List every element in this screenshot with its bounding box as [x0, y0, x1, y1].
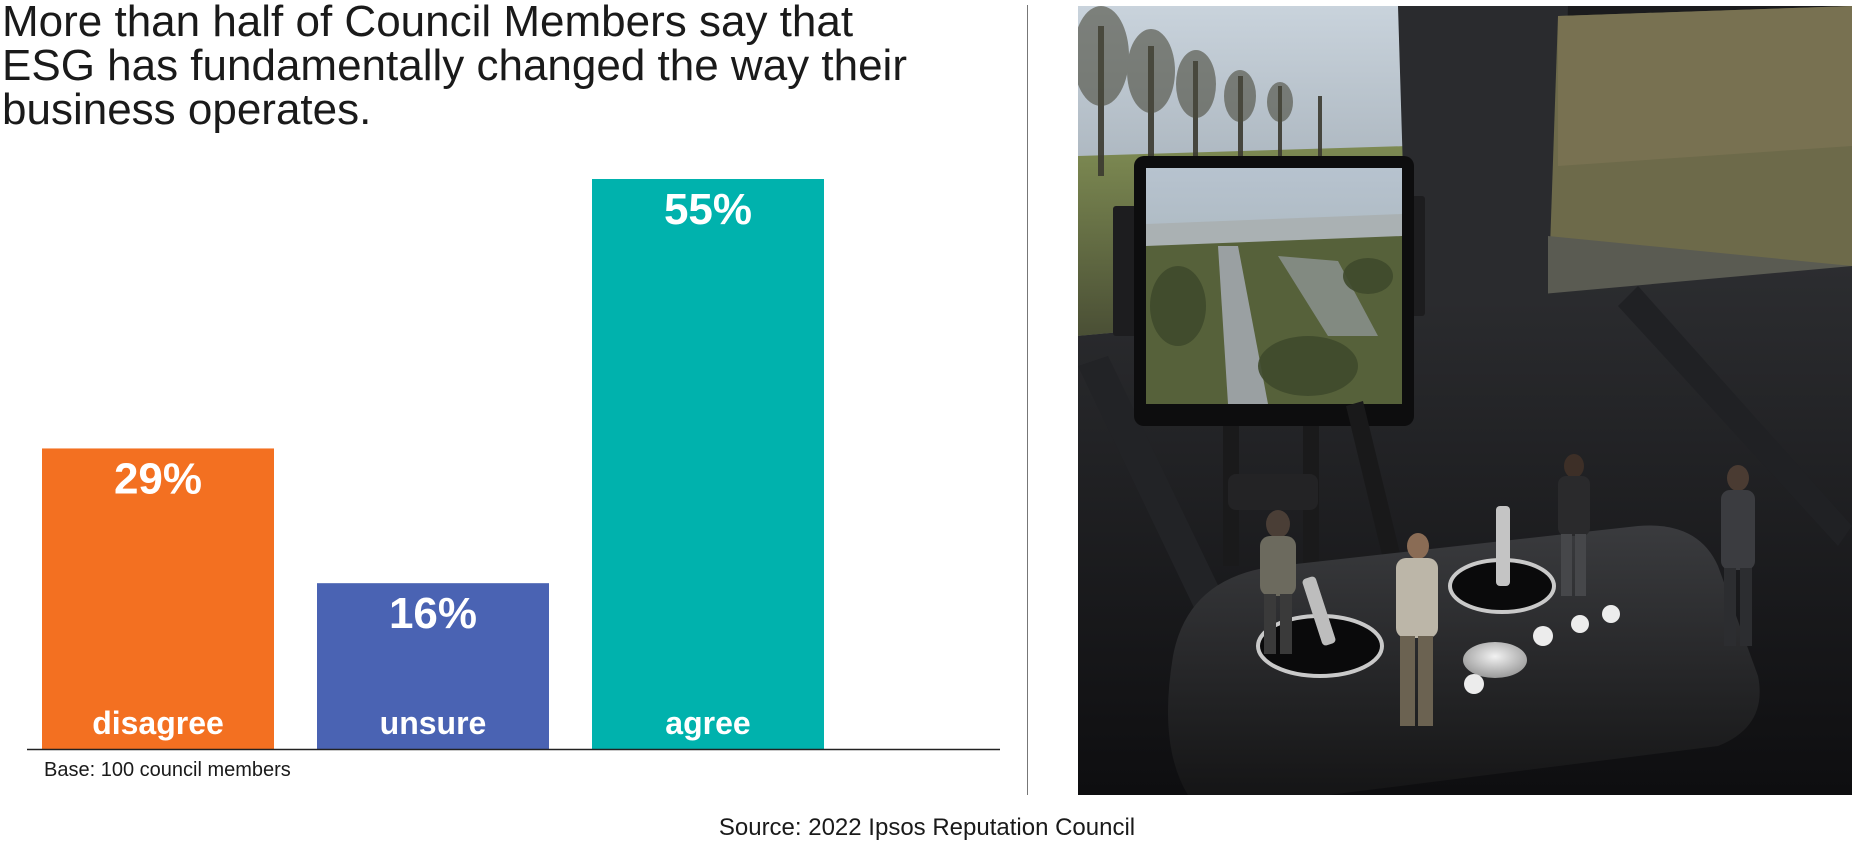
- category-label-disagree: disagree: [92, 705, 224, 741]
- value-label-agree: 55%: [664, 185, 752, 234]
- title-line-3: business operates.: [2, 85, 372, 134]
- category-label-agree: agree: [665, 705, 750, 741]
- category-label-unsure: unsure: [380, 705, 487, 741]
- figurine-far-right: [1721, 465, 1755, 646]
- title-line-2: ESG has fundamentally changed the way th…: [2, 41, 907, 90]
- figurine-right-center: [1558, 454, 1590, 596]
- bar-chart: 29% disagree 16% unsure 55% agree: [27, 179, 1000, 751]
- source-note: Source: 2022 Ipsos Reputation Council: [718, 814, 1136, 841]
- title-line-1: More than half of Council Members say th…: [2, 0, 854, 46]
- vertical-divider: [1027, 5, 1028, 795]
- bar-agree: [592, 179, 824, 749]
- figurine-left: [1260, 510, 1296, 654]
- chart-title: More than half of Council Members say th…: [2, 0, 1002, 132]
- photo-illustration: [1078, 6, 1852, 795]
- drone-controller-photo: [1078, 6, 1852, 795]
- figurine-center: [1396, 533, 1438, 726]
- base-note: Base: 100 council members: [44, 759, 291, 781]
- bar-unsure: [317, 583, 549, 749]
- bars-group: 29% disagree 16% unsure 55% agree: [42, 179, 824, 749]
- value-label-disagree: 29%: [114, 454, 202, 503]
- bar-disagree: [42, 448, 274, 749]
- value-label-unsure: 16%: [389, 589, 477, 638]
